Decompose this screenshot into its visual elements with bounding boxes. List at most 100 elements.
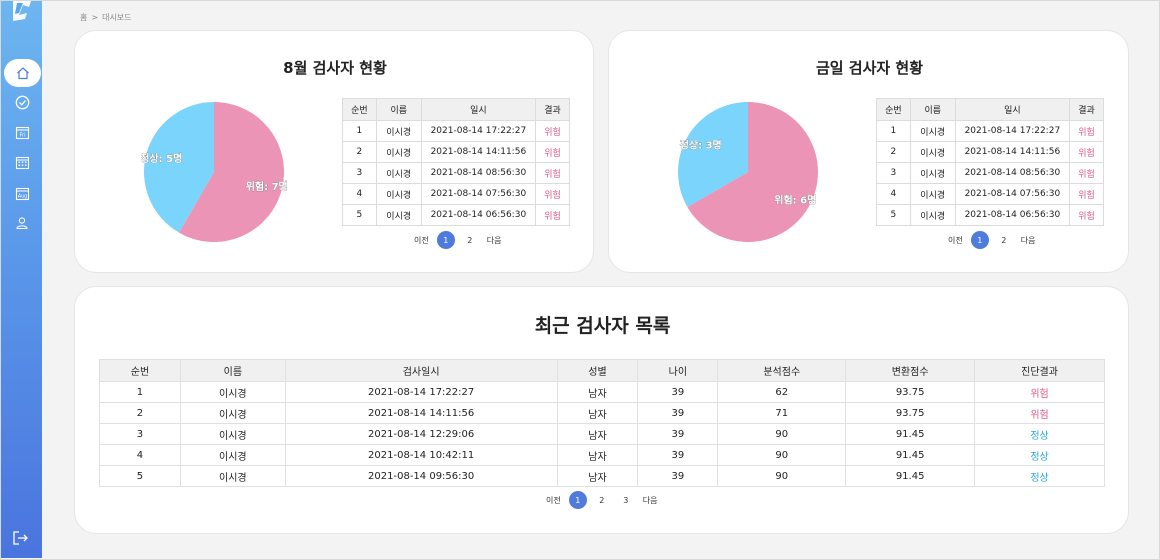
- result-cell: 위험: [1069, 141, 1104, 163]
- calendar-grid-icon: [15, 155, 30, 170]
- prev-page-button[interactable]: 이전: [546, 495, 561, 505]
- table-cell: 2: [342, 141, 377, 163]
- pie-slice-normal[interactable]: [144, 102, 214, 233]
- page-button-1[interactable]: 1: [568, 491, 587, 509]
- table-cell: 2021-08-14 07:56:30: [420, 183, 537, 205]
- sidebar-item-check[interactable]: [4, 89, 40, 115]
- table-row[interactable]: 4 이시경 2021-08-14 10:42:11 남자 39 90 91.45 정상: [99, 444, 1105, 466]
- monthly-table: 순번 이름 일시 결과 1 이시경 2021-08-14 17:22:27 위험 2 이시…: [342, 98, 570, 226]
- recent-list-card: 최근 검사자 목록 순번 이름 검사일시 성별 나이 분석점수 변환점수 진단결…: [74, 286, 1129, 534]
- table-header-row: 순번 이름 일시 결과: [342, 98, 570, 121]
- result-cell: 위험: [974, 381, 1105, 403]
- table-cell: 5: [876, 204, 911, 226]
- breadcrumb-home[interactable]: 홈: [80, 13, 88, 22]
- table-cell: 이시경: [179, 465, 286, 487]
- table-row[interactable]: 1 이시경 2021-08-14 17:22:27 위험: [876, 120, 1104, 142]
- table-cell: 93.75: [845, 381, 976, 403]
- table-cell: 4: [876, 183, 911, 205]
- page-button-2[interactable]: 2: [467, 235, 473, 245]
- user-icon: [15, 216, 29, 230]
- column-header: 순번: [99, 359, 181, 382]
- table-row[interactable]: 5 이시경 2021-08-14 06:56:30 위험: [876, 204, 1104, 226]
- svg-text:Aug: Aug: [17, 193, 26, 199]
- table-cell: 4: [342, 183, 377, 205]
- page-button-2[interactable]: 2: [1001, 235, 1007, 245]
- column-header: 이름: [909, 98, 956, 121]
- today-table: 순번 이름 일시 결과 1 이시경 2021-08-14 17:22:27 위험 2 이시…: [876, 98, 1104, 226]
- prev-page-button[interactable]: 이전: [414, 235, 429, 245]
- table-row[interactable]: 3 이시경 2021-08-14 08:56:30 위험: [342, 162, 570, 184]
- table-row[interactable]: 2 이시경 2021-08-14 14:11:56 위험: [876, 141, 1104, 163]
- logout-button[interactable]: [12, 530, 32, 548]
- table-header-row: 순번 이름 일시 결과: [876, 98, 1104, 121]
- table-row[interactable]: 5 이시경 2021-08-14 09:56:30 남자 39 90 91.45 정상: [99, 465, 1105, 487]
- table-cell: 91.45: [845, 444, 976, 466]
- next-page-button[interactable]: 다음: [642, 495, 658, 505]
- sidebar-item-user[interactable]: [4, 210, 40, 236]
- sidebar-item-calendar[interactable]: [4, 149, 40, 175]
- column-header: 일시: [420, 98, 537, 121]
- table-cell: 2021-08-14 06:56:30: [954, 204, 1071, 226]
- next-page-button[interactable]: 다음: [1020, 235, 1036, 245]
- result-cell: 위험: [535, 183, 570, 205]
- table-row[interactable]: 2 이시경 2021-08-14 14:11:56 위험: [342, 141, 570, 163]
- table-row[interactable]: 3 이시경 2021-08-14 12:29:06 남자 39 90 91.45 정상: [99, 423, 1105, 445]
- result-cell: 정상: [974, 423, 1105, 445]
- table-cell: 2021-08-14 14:11:56: [954, 141, 1071, 163]
- table-row[interactable]: 4 이시경 2021-08-14 07:56:30 위험: [876, 183, 1104, 205]
- result-cell: 위험: [1069, 204, 1104, 226]
- table-cell: 39: [637, 444, 719, 466]
- pie-slice-danger[interactable]: [687, 102, 818, 242]
- table-row[interactable]: 2 이시경 2021-08-14 14:11:56 남자 39 71 93.75 위험: [99, 402, 1105, 424]
- monthly-pie-chart: 위험: 7명 정상: 5명: [141, 102, 287, 242]
- sidebar-item-home[interactable]: [4, 59, 41, 87]
- table-cell: 2021-08-14 10:42:11: [284, 444, 558, 466]
- table-row[interactable]: 4 이시경 2021-08-14 07:56:30 위험: [342, 183, 570, 205]
- column-header: 결과: [1069, 98, 1104, 121]
- table-header-row: 순번 이름 검사일시 성별 나이 분석점수 변환점수 진단결과: [99, 359, 1105, 382]
- column-header: 이름: [179, 359, 286, 382]
- table-cell: 이시경: [375, 162, 422, 184]
- next-page-button[interactable]: 다음: [486, 235, 502, 245]
- prev-page-button[interactable]: 이전: [948, 235, 963, 245]
- sidebar-item-day[interactable]: Fri: [4, 119, 40, 145]
- recent-list-table: 순번 이름 검사일시 성별 나이 분석점수 변환점수 진단결과 1 이시경 2021…: [99, 359, 1105, 487]
- result-cell: 위험: [974, 402, 1105, 424]
- result-cell: 위험: [535, 204, 570, 226]
- table-cell: 91.45: [845, 423, 976, 445]
- column-header: 변환점수: [845, 359, 976, 382]
- table-cell: 남자: [556, 402, 639, 424]
- table-cell: 3: [99, 423, 181, 445]
- monthly-pagination: 이전 1 2 다음: [409, 231, 506, 249]
- page-button-3[interactable]: 3: [623, 495, 629, 505]
- table-cell: 이시경: [375, 183, 422, 205]
- table-cell: 이시경: [179, 402, 286, 424]
- monthly-status-title: 8월 검사자 현황: [283, 59, 387, 77]
- table-row[interactable]: 5 이시경 2021-08-14 06:56:30 위험: [342, 204, 570, 226]
- table-row[interactable]: 1 이시경 2021-08-14 17:22:27 위험: [342, 120, 570, 142]
- table-cell: 이시경: [179, 423, 286, 445]
- page-button-2[interactable]: 2: [599, 495, 605, 505]
- table-cell: 90: [717, 423, 847, 445]
- table-cell: 이시경: [909, 204, 956, 226]
- page-button-1[interactable]: 1: [970, 231, 989, 249]
- pie-slice-danger[interactable]: [179, 102, 284, 242]
- table-cell: 2: [876, 141, 911, 163]
- sidebar-item-month[interactable]: Aug: [4, 180, 40, 206]
- pie-label-danger: 위험: 7명: [246, 180, 287, 193]
- table-row[interactable]: 3 이시경 2021-08-14 08:56:30 위험: [876, 162, 1104, 184]
- table-row[interactable]: 1 이시경 2021-08-14 17:22:27 남자 39 62 93.75 위험: [99, 381, 1105, 403]
- table-cell: 2: [99, 402, 181, 424]
- table-cell: 이시경: [909, 183, 956, 205]
- page-button-1[interactable]: 1: [436, 231, 455, 249]
- check-circle-icon: [15, 95, 30, 110]
- result-cell: 위험: [1069, 183, 1104, 205]
- pie-slice-normal[interactable]: [678, 102, 748, 207]
- table-cell: 이시경: [375, 141, 422, 163]
- table-cell: 이시경: [909, 120, 956, 142]
- table-cell: 이시경: [179, 444, 286, 466]
- table-cell: 5: [99, 465, 181, 487]
- table-cell: 2021-08-14 12:29:06: [284, 423, 558, 445]
- table-cell: 2021-08-14 17:22:27: [284, 381, 558, 403]
- app-logo[interactable]: [9, 1, 35, 21]
